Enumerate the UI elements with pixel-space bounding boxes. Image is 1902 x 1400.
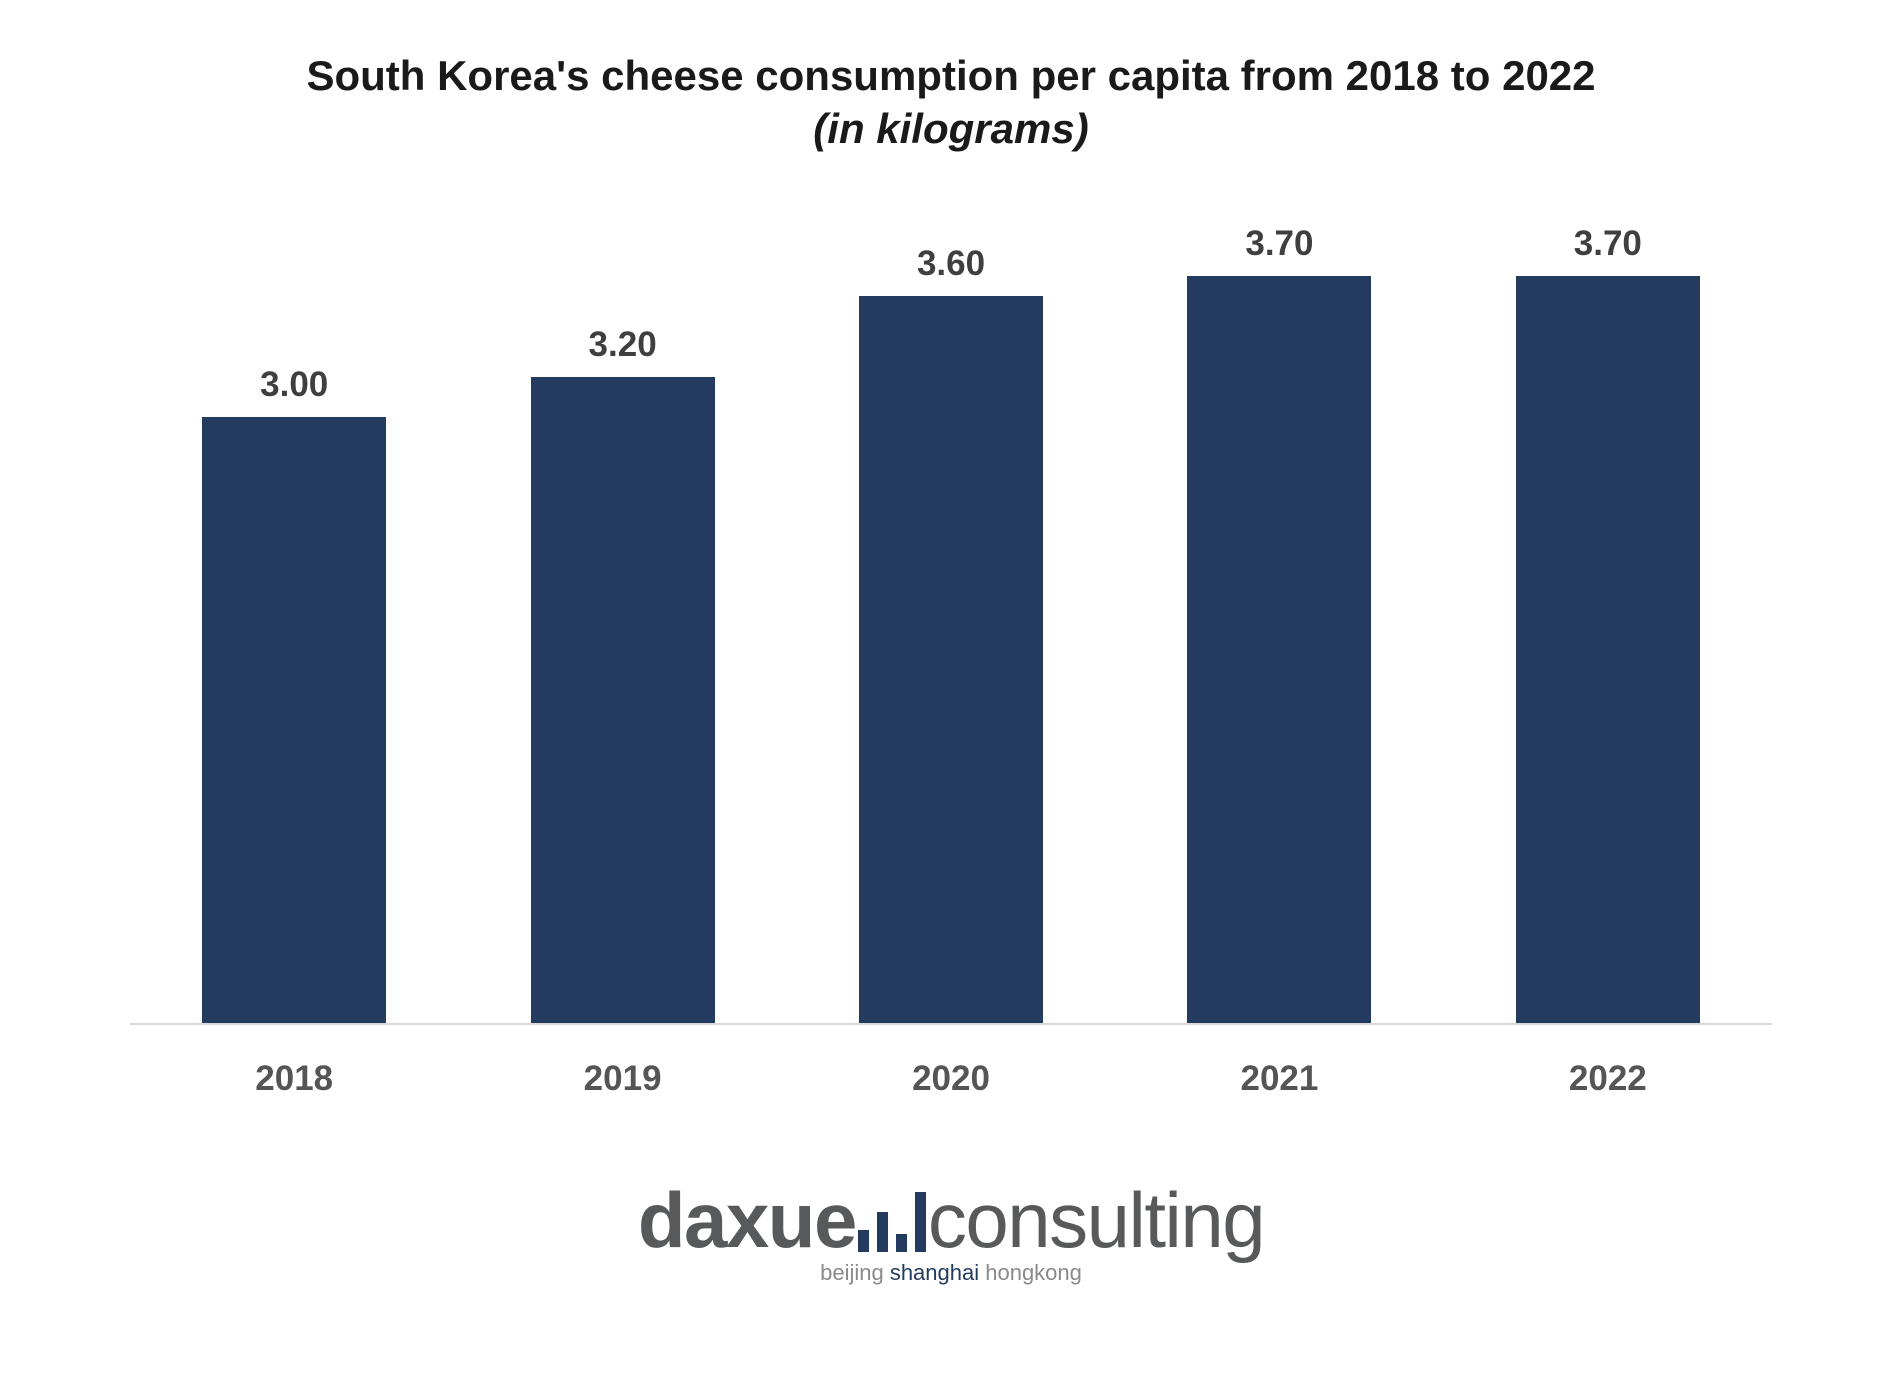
logo-sub-mid: shanghai bbox=[890, 1260, 979, 1285]
chart-canvas: South Korea's cheese consumption per cap… bbox=[0, 0, 1902, 1400]
bar-value-label: 3.70 bbox=[1245, 224, 1313, 264]
chart-plot: 3.00 3.20 3.60 3.70 3.70 bbox=[130, 215, 1772, 1025]
bar-slot: 3.70 bbox=[1444, 215, 1772, 1023]
logo-subtitle: beijing shanghai hongkong bbox=[820, 1260, 1082, 1286]
bar-slot: 3.60 bbox=[787, 215, 1115, 1023]
bar-value-label: 3.00 bbox=[260, 365, 328, 405]
x-axis-label: 2019 bbox=[458, 1035, 786, 1115]
logo-word-light-right: consulting bbox=[928, 1175, 1264, 1266]
bar: 3.70 bbox=[1516, 276, 1700, 1023]
logo-bar-icon bbox=[858, 1230, 869, 1252]
bar-value-label: 3.70 bbox=[1574, 224, 1642, 264]
logo-row: daxue consulting bbox=[638, 1175, 1264, 1266]
x-axis-label: 2021 bbox=[1115, 1035, 1443, 1115]
x-axis-label: 2018 bbox=[130, 1035, 458, 1115]
bar: 3.60 bbox=[859, 296, 1043, 1023]
chart-title-block: South Korea's cheese consumption per cap… bbox=[60, 50, 1842, 155]
logo-bar-icon bbox=[915, 1192, 926, 1252]
logo-sub-right: hongkong bbox=[979, 1260, 1082, 1285]
logo-word-bold-left: daxue bbox=[638, 1175, 856, 1266]
chart-title-line2: (in kilograms) bbox=[60, 103, 1842, 156]
logo-block: daxue consulting beijing shanghai hongko… bbox=[60, 1175, 1842, 1286]
logo-bar-icon bbox=[877, 1212, 888, 1252]
x-axis-label: 2020 bbox=[787, 1035, 1115, 1115]
chart-x-axis: 20182019202020212022 bbox=[130, 1035, 1772, 1115]
x-axis-label: 2022 bbox=[1444, 1035, 1772, 1115]
logo: daxue consulting beijing shanghai hongko… bbox=[638, 1175, 1264, 1286]
logo-bars-icon bbox=[858, 1186, 926, 1252]
bar-slot: 3.00 bbox=[130, 215, 458, 1023]
chart-area: 3.00 3.20 3.60 3.70 3.70 2018201920202021202… bbox=[60, 215, 1842, 1115]
bar-slot: 3.20 bbox=[458, 215, 786, 1023]
bar-value-label: 3.60 bbox=[917, 244, 985, 284]
bar-slot: 3.70 bbox=[1115, 215, 1443, 1023]
bar: 3.00 bbox=[202, 417, 386, 1023]
bar-value-label: 3.20 bbox=[589, 325, 657, 365]
chart-bars: 3.00 3.20 3.60 3.70 3.70 bbox=[130, 215, 1772, 1023]
logo-sub-left: beijing bbox=[820, 1260, 890, 1285]
logo-bar-icon bbox=[896, 1234, 907, 1252]
bar: 3.70 bbox=[1187, 276, 1371, 1023]
bar: 3.20 bbox=[531, 377, 715, 1023]
chart-title-line1: South Korea's cheese consumption per cap… bbox=[60, 50, 1842, 103]
